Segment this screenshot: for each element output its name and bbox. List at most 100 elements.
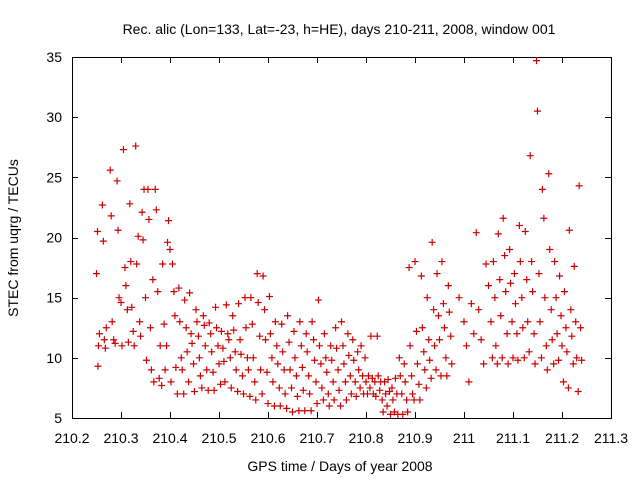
- data-point-marker: [480, 360, 488, 368]
- data-point-marker: [367, 332, 375, 340]
- data-point-marker: [572, 318, 580, 326]
- x-tick-label: 211.3: [594, 430, 628, 446]
- data-point-marker: [416, 396, 424, 404]
- data-point-marker: [270, 402, 278, 410]
- data-point-marker: [146, 324, 154, 332]
- data-point-marker: [529, 288, 537, 296]
- data-point-marker: [259, 272, 267, 280]
- data-point-marker: [279, 348, 287, 356]
- data-point-marker: [183, 348, 191, 356]
- data-point-marker: [564, 384, 572, 392]
- data-point-marker: [129, 327, 137, 335]
- data-point-marker: [551, 258, 559, 266]
- data-point-marker: [225, 336, 233, 344]
- data-point-marker: [161, 366, 169, 374]
- data-point-marker: [212, 303, 220, 311]
- data-point-marker: [426, 356, 434, 364]
- data-point-marker: [317, 360, 325, 368]
- data-point-marker: [132, 142, 140, 150]
- data-point-marker: [150, 378, 158, 386]
- data-point-marker: [156, 342, 164, 350]
- data-point-marker: [106, 166, 114, 174]
- data-point-marker: [284, 312, 292, 320]
- data-point-marker: [147, 366, 155, 374]
- data-point-marker: [232, 366, 240, 374]
- data-point-marker: [339, 342, 347, 350]
- data-point-marker: [208, 348, 216, 356]
- data-point-marker: [178, 366, 186, 374]
- data-point-marker: [396, 372, 404, 380]
- data-point-marker: [383, 402, 391, 410]
- data-point-marker: [362, 378, 370, 386]
- data-point-marker: [93, 227, 101, 235]
- x-tick-label: 210.8: [348, 430, 383, 446]
- data-point-marker: [352, 392, 360, 400]
- x-tick-label: 210.2: [54, 430, 89, 446]
- x-axis-label: GPS time / Days of year 2008: [247, 458, 432, 474]
- data-point-marker: [123, 306, 131, 314]
- data-points: [93, 57, 586, 418]
- data-point-marker: [252, 396, 260, 404]
- data-point-marker: [497, 312, 505, 320]
- data-point-marker: [107, 212, 115, 220]
- data-point-marker: [485, 282, 492, 290]
- data-point-marker: [302, 330, 310, 338]
- y-tick-label: 10: [46, 350, 62, 366]
- y-tick-label: 15: [46, 290, 62, 306]
- data-point-marker: [194, 332, 202, 340]
- data-point-marker: [409, 390, 417, 398]
- data-point-marker: [151, 185, 159, 193]
- data-point-marker: [119, 146, 127, 154]
- data-point-marker: [214, 342, 222, 350]
- data-point-marker: [258, 390, 266, 398]
- data-point-marker: [560, 288, 568, 296]
- data-point-marker: [511, 300, 519, 308]
- data-point-marker: [502, 288, 510, 296]
- data-point-marker: [435, 312, 443, 320]
- data-point-marker: [364, 372, 372, 380]
- y-tick-label: 30: [46, 109, 62, 125]
- data-point-marker: [314, 296, 322, 304]
- data-point-marker: [357, 342, 365, 350]
- data-point-marker: [372, 392, 380, 400]
- data-point-marker: [525, 348, 533, 356]
- data-point-marker: [528, 258, 536, 266]
- data-point-marker: [342, 396, 350, 404]
- data-point-marker: [443, 372, 451, 380]
- data-point-marker: [541, 294, 549, 302]
- data-point-marker: [341, 378, 349, 386]
- data-point-marker: [565, 226, 573, 234]
- data-point-marker: [94, 342, 102, 350]
- data-point-marker: [410, 396, 418, 404]
- data-point-marker: [126, 200, 134, 208]
- data-point-marker: [507, 279, 515, 287]
- data-point-marker: [415, 380, 423, 388]
- data-point-marker: [298, 363, 306, 371]
- data-point-marker: [200, 321, 208, 329]
- data-point-marker: [515, 221, 523, 229]
- data-point-marker: [173, 390, 181, 398]
- data-point-marker: [176, 318, 184, 326]
- data-point-marker: [440, 324, 448, 332]
- data-point-marker: [499, 214, 507, 222]
- data-point-marker: [421, 366, 429, 374]
- data-point-marker: [361, 354, 369, 362]
- x-tick-label: 210.5: [201, 430, 236, 446]
- data-point-marker: [322, 354, 330, 362]
- data-point-marker: [290, 327, 298, 335]
- data-point-marker: [344, 330, 352, 338]
- data-point-marker: [332, 324, 340, 332]
- data-point-marker: [185, 378, 193, 386]
- data-point-marker: [496, 276, 504, 284]
- data-point-marker: [513, 330, 521, 338]
- data-point-marker: [121, 264, 129, 272]
- data-point-marker: [285, 338, 293, 346]
- data-point-marker: [477, 336, 485, 344]
- data-point-marker: [391, 374, 399, 382]
- data-point-marker: [325, 402, 333, 410]
- data-point-marker: [118, 342, 126, 350]
- data-point-marker: [442, 354, 450, 362]
- data-point-marker: [351, 378, 359, 386]
- data-point-marker: [366, 384, 374, 392]
- data-point-marker: [472, 229, 480, 237]
